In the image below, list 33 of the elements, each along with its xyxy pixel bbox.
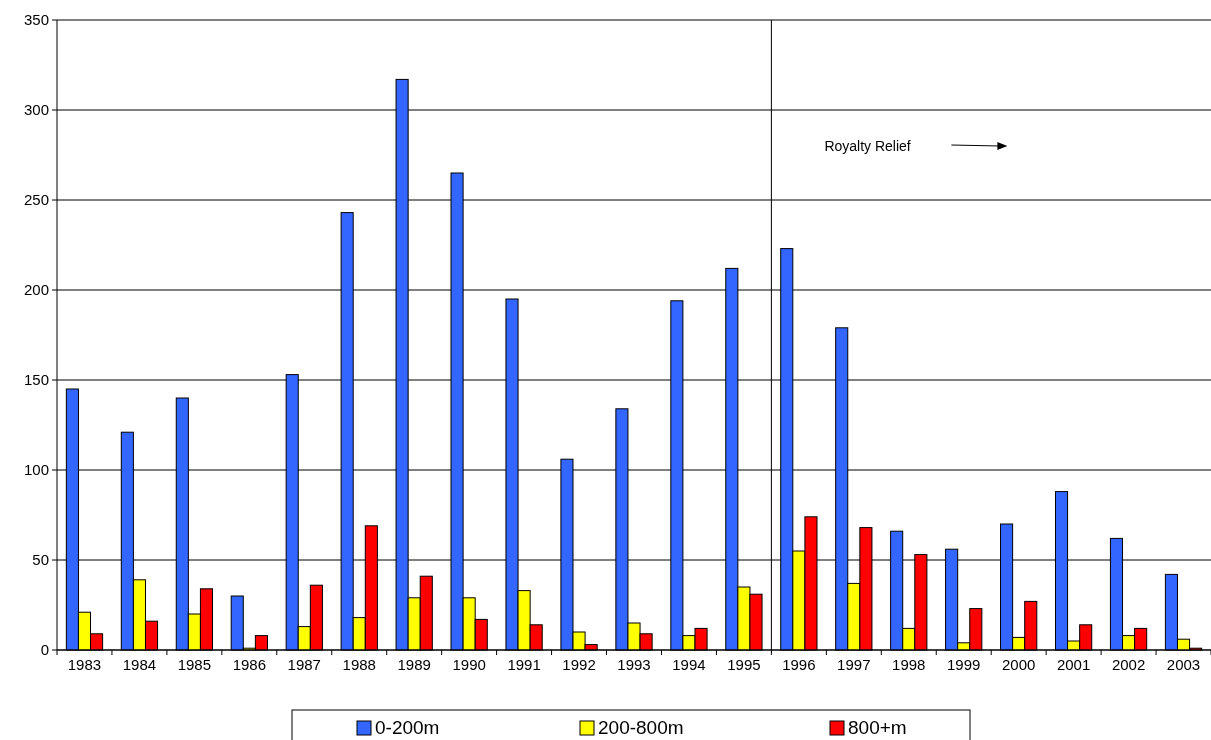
x-tick-label: 2002 (1111, 656, 1146, 673)
x-tick-label: 2000 (1001, 656, 1036, 673)
x-tick-label: 1983 (67, 656, 102, 673)
x-tick-label: 1986 (232, 656, 267, 673)
x-tick-label: 1997 (837, 656, 871, 673)
x-tick-label: 1990 (452, 656, 486, 673)
x-tick-label: 1984 (122, 656, 157, 673)
x-tick-label: 1996 (782, 656, 816, 673)
y-tick-label: 150 (23, 371, 49, 389)
x-tick-label: 1989 (397, 656, 431, 673)
y-tick-label: 0 (40, 641, 49, 659)
x-tick-label: 1988 (342, 656, 376, 673)
x-tick-label: 1987 (287, 656, 321, 673)
x-tick-label: 1993 (617, 656, 651, 673)
x-tick-label: 1998 (892, 656, 926, 673)
x-tick-label: 1999 (947, 656, 981, 673)
x-tick-label: 1985 (177, 656, 212, 673)
legend-label: 200-800m (598, 717, 684, 738)
x-tick-label: 1995 (727, 656, 761, 673)
x-tick-label: 2001 (1056, 656, 1091, 673)
annotation: Royalty Relief (824, 138, 911, 154)
y-tick-label: 200 (23, 281, 49, 299)
x-tick-label: 1994 (672, 656, 706, 673)
x-tick-label: 1992 (562, 656, 596, 673)
y-tick-label: 100 (23, 461, 49, 479)
y-tick-label: 50 (32, 551, 49, 569)
legend-label: 0-200m (375, 717, 440, 738)
x-tick-label: 1991 (507, 656, 541, 673)
y-tick-label: 350 (23, 11, 49, 29)
y-tick-label: 300 (23, 101, 49, 119)
y-tick-label: 250 (23, 191, 49, 209)
x-tick-label: 2003 (1166, 656, 1201, 673)
legend-label: 800+m (848, 717, 907, 738)
